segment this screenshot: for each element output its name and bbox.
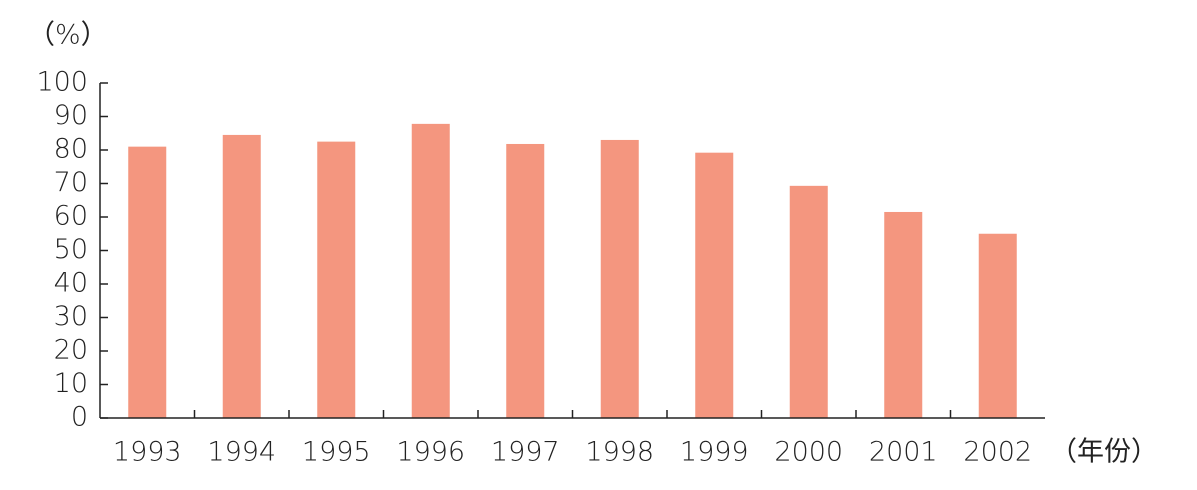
y-tick-label: 0 <box>71 402 88 433</box>
bar <box>411 123 450 419</box>
bar <box>884 211 923 418</box>
x-tick-label: 2000 <box>774 437 843 468</box>
x-axis-label: （年份） <box>1050 437 1158 468</box>
y-tick-label: 60 <box>54 201 88 232</box>
y-tick-label: 70 <box>54 167 88 198</box>
y-tick-label: 10 <box>54 368 88 399</box>
bar <box>978 233 1017 418</box>
y-tick-label: 20 <box>54 335 88 366</box>
bar <box>600 139 639 418</box>
y-tick-label: 50 <box>54 234 88 265</box>
bar <box>695 152 734 418</box>
x-tick-label: 1994 <box>207 437 276 468</box>
bar <box>506 143 545 418</box>
bar <box>128 146 167 418</box>
x-tick-label: 2002 <box>963 437 1032 468</box>
y-tick-label: 40 <box>54 268 88 299</box>
x-tick-label: 1997 <box>491 437 560 468</box>
y-tick-label: 100 <box>36 67 88 98</box>
x-tick-label: 1999 <box>680 437 749 468</box>
bar <box>222 134 261 419</box>
y-tick-label: 90 <box>54 100 88 131</box>
bar <box>789 185 828 418</box>
x-tick-label: 1998 <box>585 437 654 468</box>
y-tick-label: 80 <box>54 134 88 165</box>
y-axis-label: （%） <box>28 20 108 51</box>
x-tick-label: 1995 <box>302 437 371 468</box>
bar <box>317 141 356 418</box>
y-tick-label: 30 <box>54 301 88 332</box>
x-tick-label: 1993 <box>113 437 182 468</box>
x-tick-label: 1996 <box>396 437 465 468</box>
x-tick-label: 2001 <box>869 437 938 468</box>
